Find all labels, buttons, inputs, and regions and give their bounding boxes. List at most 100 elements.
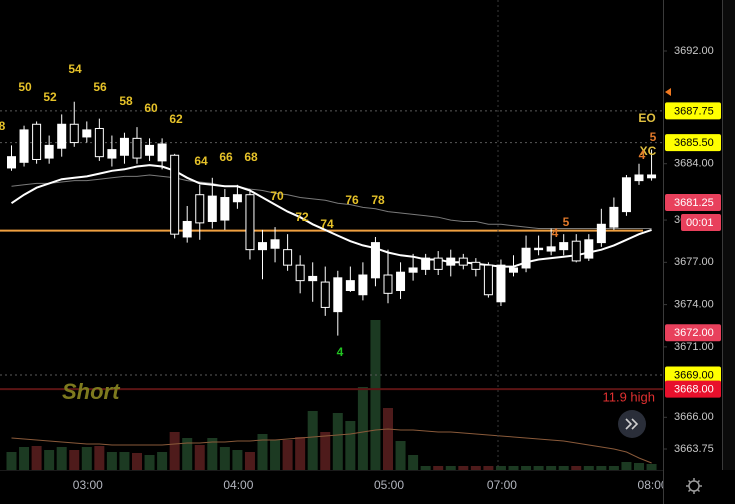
volume-bar <box>583 466 594 470</box>
volume-bar <box>144 455 155 470</box>
x-tick-label: 04:00 <box>223 478 253 492</box>
candle-body <box>232 194 242 203</box>
volume-pane <box>6 320 657 470</box>
candle-body <box>358 274 368 296</box>
candle-body <box>458 257 468 266</box>
candle-body <box>647 174 657 179</box>
annotation: 66 <box>219 150 233 164</box>
annotation: 76 <box>345 193 359 207</box>
price-boxes: 3687.75 3685.50 3681.25 3672.00 3669.00 3668.… <box>665 102 721 398</box>
candle-body <box>7 156 16 169</box>
volume-bar <box>31 446 42 470</box>
volume-bar <box>345 421 356 470</box>
volume-bar <box>232 450 243 470</box>
candles <box>7 101 657 336</box>
price-box-label: 3687.75 <box>674 105 714 117</box>
annotation: 8 <box>0 119 6 133</box>
candle-body <box>258 242 267 251</box>
candle-body <box>270 239 280 249</box>
price-box <box>665 324 721 342</box>
volume-bar <box>44 450 55 470</box>
candle-body <box>471 261 481 270</box>
price-box-label: 3681.25 <box>674 197 714 209</box>
candle-body <box>145 144 155 156</box>
annotation: 56 <box>93 80 107 94</box>
volume-ma-line <box>11 428 652 464</box>
annotation: 74 <box>320 217 334 231</box>
y-tick-label: 3692.00 <box>674 45 714 57</box>
annotation: 72 <box>295 210 309 224</box>
candle-body <box>182 220 192 238</box>
candle-body <box>44 144 54 159</box>
volume-bar <box>546 466 557 470</box>
volume-bar <box>282 440 293 470</box>
price-box <box>665 102 721 120</box>
candle-body <box>19 129 29 163</box>
volume-bar <box>132 453 142 470</box>
scroll-button[interactable] <box>618 410 646 438</box>
candle-body <box>634 174 644 182</box>
candle-body <box>220 197 230 221</box>
candle-body <box>345 280 355 292</box>
countdown-label: 00:01 <box>686 217 714 229</box>
annotation: 58 <box>119 94 133 108</box>
price-box-label: 3685.50 <box>674 137 714 149</box>
annotation: 62 <box>169 112 183 126</box>
volume-bar <box>408 455 419 470</box>
volume-bar <box>119 452 130 470</box>
candle-body <box>571 240 581 262</box>
volume-bar <box>69 450 80 470</box>
candle-body <box>82 129 92 138</box>
volume-bar <box>182 438 193 470</box>
note-label: 11.9 high <box>602 389 655 404</box>
candle-body <box>509 267 518 273</box>
candle-body <box>170 154 180 235</box>
y-tick-label: 3674.00 <box>674 299 714 311</box>
candle-body <box>596 223 606 244</box>
volume-bar <box>81 447 92 470</box>
x-tick-label: 03:00 <box>73 478 103 492</box>
volume-bar <box>270 440 281 470</box>
annotation: 4 <box>552 226 559 240</box>
settings-button[interactable] <box>686 478 702 494</box>
scrollbar <box>722 0 735 470</box>
candle-body <box>446 257 456 266</box>
volume-bar <box>194 445 205 470</box>
candle-body <box>559 242 569 251</box>
candle-body <box>333 277 343 313</box>
candle-body <box>396 271 406 292</box>
candle-body <box>308 275 318 282</box>
countdown-box <box>681 213 721 231</box>
price-box-label: 3669.00 <box>674 369 714 381</box>
volume-bar <box>533 466 544 470</box>
annotation: 4 <box>337 345 344 359</box>
candle-body <box>283 249 293 266</box>
candle-body <box>521 247 531 269</box>
volume-bar <box>19 447 30 470</box>
volume-bar <box>558 466 569 470</box>
moving-average-line <box>10 164 652 268</box>
volume-bar <box>207 438 218 470</box>
candle-body <box>496 264 506 303</box>
candle-body <box>320 281 330 308</box>
annotation: 60 <box>144 101 158 115</box>
price-box <box>665 193 721 211</box>
candle-body <box>132 137 142 159</box>
volume-bar <box>634 463 644 470</box>
candle-body <box>546 246 556 252</box>
volume-bar <box>383 408 393 470</box>
moving-average-line <box>11 174 652 229</box>
volume-bar <box>621 462 632 470</box>
price-marker <box>665 88 671 96</box>
moving-averages <box>10 164 652 268</box>
volume-bar <box>433 466 444 470</box>
annotation: 5 <box>650 130 657 144</box>
price-box <box>665 380 721 398</box>
volume-bar <box>257 434 268 470</box>
annotation: 64 <box>194 154 208 168</box>
volume-bar <box>646 464 657 470</box>
volume-bar <box>395 441 406 470</box>
volume-bar <box>470 466 481 470</box>
